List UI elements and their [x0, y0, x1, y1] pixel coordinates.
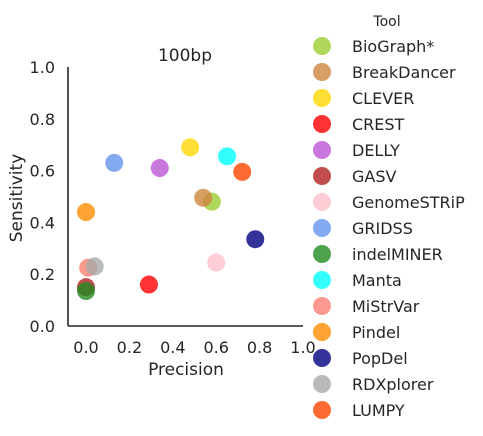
x-tick-label: 0.6	[203, 338, 228, 357]
legend-label: LUMPY	[352, 401, 405, 420]
x-tick-label: 1.0	[290, 338, 315, 357]
legend-label: CLEVER	[352, 89, 414, 108]
data-point-breakdancer	[194, 188, 213, 207]
legend-label: BreakDancer	[352, 63, 456, 82]
legend-marker	[313, 297, 331, 315]
legend-marker	[313, 375, 331, 393]
data-point-indelminer	[77, 282, 95, 301]
y-tick-label: 0.0	[30, 317, 55, 336]
x-tick-label: 0.2	[117, 338, 142, 357]
data-point-lumpy	[233, 162, 252, 181]
legend-label: RDXplorer	[352, 375, 434, 394]
legend-label: BioGraph*	[352, 37, 434, 56]
legend-label: DELLY	[352, 141, 400, 160]
data-point-crest	[139, 275, 158, 294]
y-tick-label: 0.8	[30, 110, 55, 129]
x-tick-label: 0.8	[247, 338, 272, 357]
data-point-pindel	[77, 203, 95, 222]
x-axis-label: Precision	[148, 360, 224, 380]
y-axis-label: Sensitivity	[7, 154, 27, 243]
chart-title: 100bp	[158, 46, 212, 66]
legend-title: Tool	[372, 14, 400, 30]
data-point-clever	[181, 138, 200, 157]
legend-label: GASV	[352, 167, 397, 186]
y-tick-label: 1.0	[30, 58, 55, 77]
legend-label: GenomeSTRiP	[352, 193, 465, 212]
legend-label: GRIDSS	[352, 219, 413, 238]
legend-marker	[313, 193, 331, 211]
legend-label: CREST	[352, 115, 405, 134]
y-tick-label: 0.6	[30, 162, 55, 181]
legend-marker	[313, 323, 331, 341]
y-tick-label: 0.4	[30, 213, 55, 232]
legend-marker	[313, 37, 331, 55]
legend-label: indelMINER	[352, 245, 443, 264]
legend: BioGraph* BreakDancer CLEVER CREST DELLY GASV…	[313, 37, 465, 420]
data-point-popdel	[246, 230, 265, 249]
x-tick-label: 0.4	[160, 338, 185, 357]
y-tick-label: 0.2	[30, 265, 55, 284]
data-point-delly	[150, 159, 169, 178]
plot-area	[77, 138, 265, 301]
legend-label: MiStrVar	[352, 297, 420, 316]
legend-marker	[313, 245, 331, 263]
data-point-manta	[218, 147, 237, 166]
legend-marker	[313, 89, 331, 107]
data-point-gridss	[105, 153, 124, 172]
legend-marker	[313, 349, 331, 367]
legend-marker	[313, 141, 331, 159]
data-point-rdxplorer	[85, 257, 104, 276]
y-axis-ticks: 0.0 0.2 0.4 0.6 0.8 1.0	[30, 58, 55, 336]
legend-label: PopDel	[352, 349, 408, 368]
x-tick-label: 0.0	[73, 338, 98, 357]
legend-marker	[313, 219, 331, 237]
legend-marker	[313, 63, 331, 81]
x-axis-ticks: 0.0 0.2 0.4 0.6 0.8 1.0	[73, 338, 315, 357]
legend-marker	[313, 271, 331, 289]
legend-marker	[313, 401, 331, 419]
legend-label: Pindel	[352, 323, 400, 342]
data-point-genomestrip	[207, 253, 226, 272]
legend-marker	[313, 167, 331, 185]
legend-label: Manta	[352, 271, 402, 290]
legend-marker	[313, 115, 331, 133]
